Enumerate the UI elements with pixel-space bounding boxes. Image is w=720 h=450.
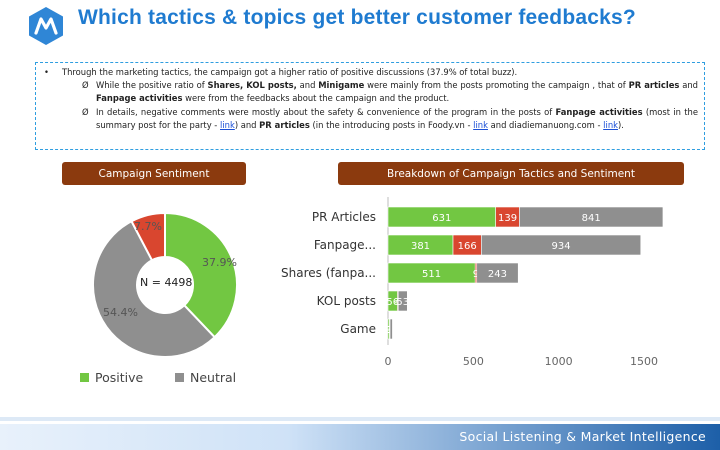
bar-data-label: 934 [552, 241, 571, 252]
bar-data-label: 56 [386, 297, 399, 308]
bar-segment-neutral [481, 234, 642, 256]
legend-swatch-neutral [175, 373, 184, 382]
legend-label: Neutral [190, 370, 237, 385]
brand-logo-icon [29, 7, 63, 45]
arrow-marker-icon: Ø [82, 106, 89, 117]
bar-data-label: 166 [458, 241, 477, 252]
tactics-bar-chart: PR Articles 631 139 841 Fanpage... 381 166 934 S… [281, 197, 664, 368]
bar-data-label: 631 [432, 213, 451, 224]
summary-box: • Through the marketing tactics, the cam… [35, 62, 705, 150]
x-tick-label: 500 [463, 355, 484, 368]
bar-segment-neutral [519, 206, 664, 228]
legend-item-positive: Positive [80, 370, 143, 385]
text-fragment: ). [617, 119, 624, 130]
diadiemanuong-link[interactable]: link [603, 119, 618, 130]
text-fragment: While the positive ratio of [96, 80, 208, 91]
footer-divider [0, 417, 720, 421]
bar-data-label: 4 [395, 297, 401, 308]
bar-data-label: 841 [582, 213, 601, 224]
bar-category-label: Fanpage... [314, 238, 376, 252]
footer-bar: Social Listening & Market Intelligence [0, 424, 720, 450]
summary-point-2: Ø In details, negative comments were most… [44, 106, 698, 132]
text-fragment: (most in the summary post for the party … [96, 106, 698, 130]
legend-label: Positive [95, 370, 144, 385]
legend-item-neutral: Neutral [175, 370, 236, 385]
bullet-marker: • [44, 67, 49, 77]
summary-party-link[interactable]: link [220, 119, 235, 130]
text-fragment: ) and [234, 119, 260, 130]
bold-fragment: PR articles [628, 80, 680, 91]
text-fragment: and diadiemanuong.com - [487, 119, 604, 130]
pie-total-label: N = 4498 [140, 276, 193, 289]
text-fragment: (in the introducing posts in Foody.vn - [309, 119, 474, 130]
bar-category-label: Game [340, 322, 376, 336]
breakdown-header: Breakdown of Campaign Tactics and Sentim… [338, 162, 684, 185]
bold-fragment: Minigame [318, 80, 365, 91]
bar-segment-neutral [397, 290, 408, 312]
bar-data-label: 9 [386, 325, 392, 336]
pie-label-negative: 7.7% [134, 220, 162, 233]
x-tick-label: 0 [385, 355, 392, 368]
bar-segment-neutral [476, 262, 519, 284]
text-fragment: and [679, 80, 698, 91]
bold-fragment: Fanpage activities [96, 93, 183, 104]
footer-text: Social Listening & Market Intelligence [459, 429, 706, 444]
pie-center-hole [137, 257, 193, 313]
bold-fragment: Shares, KOL posts, [207, 80, 297, 91]
bar-category-label: PR Articles [312, 210, 376, 224]
summary-point-1: Ø While the positive ratio of Shares, KOL… [44, 79, 698, 105]
foody-link[interactable]: link [473, 119, 488, 130]
bold-fragment: PR articles [259, 119, 310, 130]
bar-data-label: 139 [498, 213, 517, 224]
summary-line: Through the marketing tactics, the campa… [62, 67, 518, 77]
x-tick-label: 1500 [630, 355, 658, 368]
bar-category-label: KOL posts [317, 294, 376, 308]
arrow-marker-icon: Ø [82, 80, 89, 91]
bold-fragment: Fanpage activities [555, 106, 643, 117]
pie-label-neutral: 54.4% [103, 306, 138, 319]
text-fragment: In details, negative comments were mostl… [96, 106, 556, 117]
campaign-sentiment-header: Campaign Sentiment [62, 162, 246, 185]
legend-swatch-positive [80, 373, 89, 382]
pie-label-positive: 37.9% [202, 256, 237, 269]
summary-bullet: • Through the marketing tactics, the cam… [44, 66, 698, 79]
page-title: Which tactics & topics get better custom… [78, 6, 636, 29]
bar-data-label: 9 [473, 269, 479, 280]
bar-data-label: 511 [422, 269, 441, 280]
bar-data-label: 243 [488, 269, 507, 280]
x-tick-label: 1000 [545, 355, 573, 368]
bar-segment-neutral [389, 318, 393, 340]
text-fragment: were mainly from the posts promoting the… [364, 80, 629, 91]
sentiment-pie-chart [92, 211, 238, 358]
bar-data-label: 53 [396, 297, 409, 308]
bar-category-label: Shares (fanpa... [281, 266, 376, 280]
bar-data-label: 381 [411, 241, 430, 252]
text-fragment: and [296, 80, 319, 91]
text-fragment: were from the feedbacks about the campai… [182, 93, 450, 104]
